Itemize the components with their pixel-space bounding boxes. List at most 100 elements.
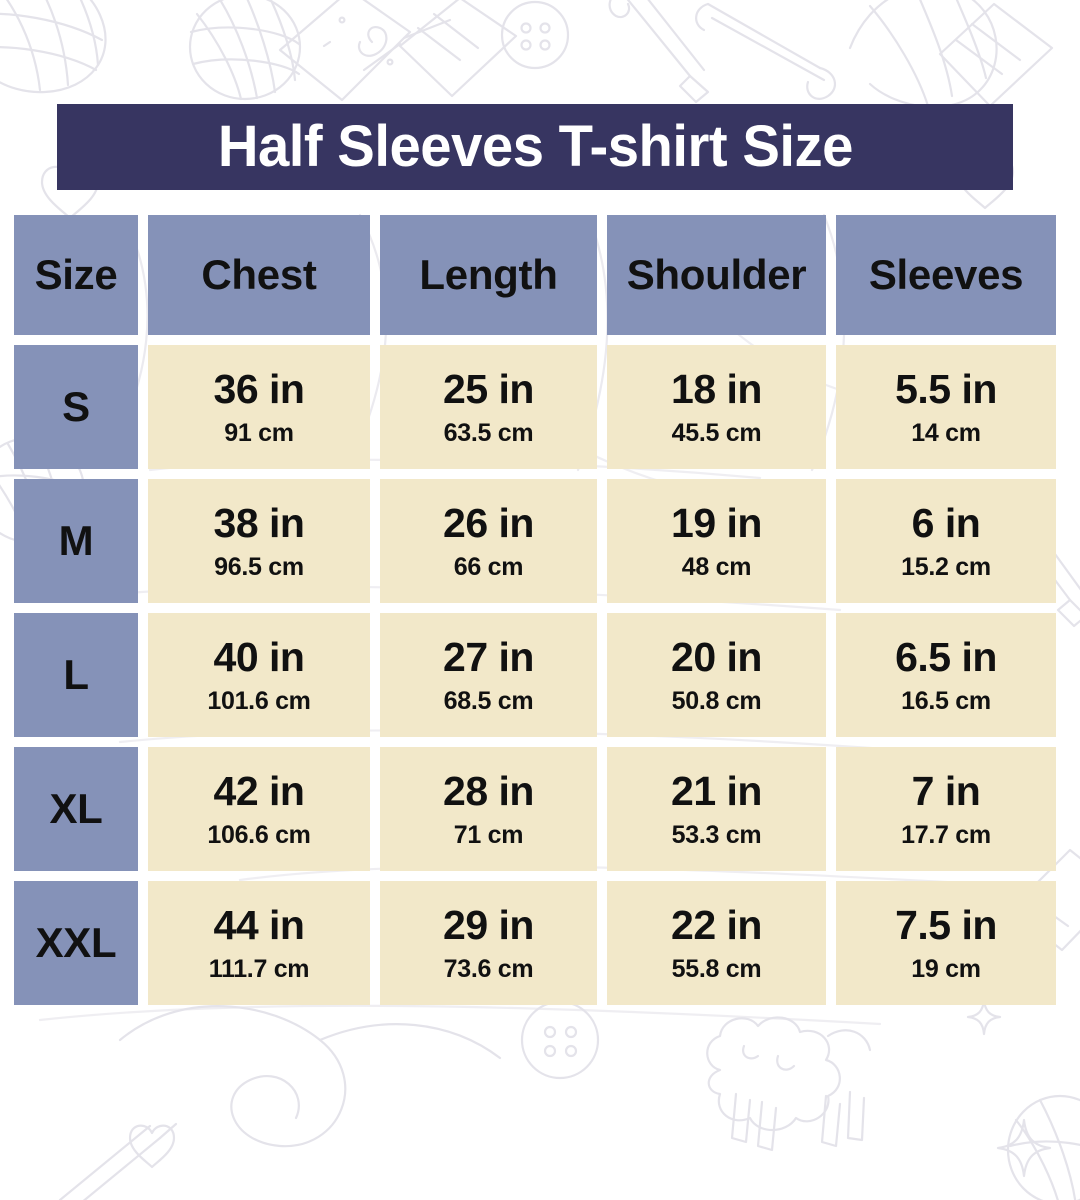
value-centimeters: 106.6 cm	[207, 820, 311, 849]
value-inches: 29 in	[443, 901, 534, 948]
value-centimeters: 16.5 cm	[901, 686, 991, 715]
cell-length: 25 in 63.5 cm	[380, 345, 597, 469]
value-centimeters: 71 cm	[453, 820, 524, 849]
value-centimeters: 63.5 cm	[443, 418, 534, 447]
safety-pin-icon	[695, 2, 837, 100]
cell-sleeves: 7 in 17.7 cm	[836, 747, 1056, 871]
table-header-row: Size Chest Length Shoulder Sleeves	[14, 215, 1066, 335]
value-inches: 28 in	[443, 767, 534, 814]
yarn-ball-icon	[1006, 1094, 1080, 1200]
cell-length: 29 in 73.6 cm	[380, 881, 597, 1005]
table-row: S 36 in 91 cm 25 in 63.5 cm 18 in 45.5 c…	[14, 345, 1066, 469]
cell-sleeves: 6 in 15.2 cm	[836, 479, 1056, 603]
cell-chest: 38 in 96.5 cm	[148, 479, 370, 603]
value-centimeters: 91 cm	[224, 418, 294, 447]
value-centimeters: 101.6 cm	[207, 686, 311, 715]
cell-chest: 40 in 101.6 cm	[148, 613, 370, 737]
table-row: M 38 in 96.5 cm 26 in 66 cm 19 in 48 cm …	[14, 479, 1066, 603]
value-centimeters: 15.2 cm	[901, 552, 991, 581]
column-header-shoulder: Shoulder	[607, 215, 826, 335]
value-inches: 6.5 in	[895, 633, 997, 680]
cell-sleeves: 6.5 in 16.5 cm	[836, 613, 1056, 737]
knitting-needles-icon	[278, 0, 452, 102]
column-header-label: Sleeves	[868, 251, 1024, 298]
button-icon	[500, 0, 570, 70]
value-inches: 36 in	[213, 365, 305, 412]
value-inches: 22 in	[671, 901, 762, 948]
size-label: XL	[49, 785, 103, 832]
cell-length: 27 in 68.5 cm	[380, 613, 597, 737]
sparkle-icon	[996, 1118, 1052, 1178]
value-centimeters: 53.3 cm	[671, 820, 762, 849]
cell-chest: 42 in 106.6 cm	[148, 747, 370, 871]
cell-chest: 44 in 111.7 cm	[148, 881, 370, 1005]
column-header-size: Size	[14, 215, 138, 335]
value-inches: 21 in	[671, 767, 762, 814]
value-inches: 6 in	[911, 499, 981, 546]
value-inches: 7.5 in	[895, 901, 997, 948]
sparkle-icon	[966, 998, 1002, 1036]
value-centimeters: 17.7 cm	[901, 820, 991, 849]
row-size-label-cell: L	[14, 613, 138, 737]
value-centimeters: 45.5 cm	[671, 418, 762, 447]
cell-shoulder: 20 in 50.8 cm	[607, 613, 826, 737]
column-header-length: Length	[380, 215, 597, 335]
value-inches: 18 in	[671, 365, 762, 412]
value-inches: 20 in	[671, 633, 762, 680]
value-inches: 40 in	[213, 633, 305, 680]
table-row: XL 42 in 106.6 cm 28 in 71 cm 21 in 53.3…	[14, 747, 1066, 871]
column-header-label: Size	[34, 251, 118, 298]
cell-shoulder: 18 in 45.5 cm	[607, 345, 826, 469]
row-size-label-cell: M	[14, 479, 138, 603]
value-centimeters: 68.5 cm	[443, 686, 534, 715]
cell-shoulder: 22 in 55.8 cm	[607, 881, 826, 1005]
crochet-hook-icon	[58, 1122, 178, 1200]
row-size-label-cell: XL	[14, 747, 138, 871]
column-header-label: Chest	[201, 251, 317, 298]
size-label: L	[63, 651, 89, 698]
cell-sleeves: 5.5 in 14 cm	[836, 345, 1056, 469]
value-centimeters: 111.7 cm	[208, 954, 310, 983]
knitting-needles-icon	[938, 2, 1054, 108]
cell-chest: 36 in 91 cm	[148, 345, 370, 469]
table-row: XXL 44 in 111.7 cm 29 in 73.6 cm 22 in 5…	[14, 881, 1066, 1005]
yarn-ball-icon	[0, 0, 107, 94]
value-inches: 38 in	[213, 499, 305, 546]
value-inches: 7 in	[911, 767, 981, 814]
value-centimeters: 50.8 cm	[671, 686, 762, 715]
size-label: S	[62, 383, 90, 430]
cell-shoulder: 21 in 53.3 cm	[607, 747, 826, 871]
thread-spool-icon	[848, 0, 998, 109]
size-label: XXL	[35, 919, 117, 966]
column-header-chest: Chest	[148, 215, 370, 335]
column-header-label: Shoulder	[626, 251, 807, 298]
column-header-sleeves: Sleeves	[836, 215, 1056, 335]
value-inches: 26 in	[443, 499, 534, 546]
value-centimeters: 55.8 cm	[671, 954, 762, 983]
cell-sleeves: 7.5 in 19 cm	[836, 881, 1056, 1005]
button-icon	[520, 1000, 600, 1080]
value-centimeters: 66 cm	[453, 552, 524, 581]
yarn-ball-icon	[188, 0, 302, 101]
thread-spool-icon	[118, 1005, 502, 1148]
chart-title-bar: Half Sleeves T-shirt Size	[57, 104, 1013, 190]
cell-length: 26 in 66 cm	[380, 479, 597, 603]
sheep-icon	[706, 1016, 872, 1152]
value-inches: 42 in	[213, 767, 305, 814]
value-centimeters: 96.5 cm	[214, 552, 304, 581]
row-size-label-cell: XXL	[14, 881, 138, 1005]
heart-icon	[128, 1124, 176, 1169]
size-label: M	[58, 517, 94, 564]
page-title: Half Sleeves T-shirt Size	[217, 114, 853, 179]
value-centimeters: 14 cm	[911, 418, 981, 447]
value-centimeters: 19 cm	[911, 954, 981, 983]
value-inches: 27 in	[443, 633, 534, 680]
column-header-label: Length	[419, 251, 558, 298]
value-inches: 5.5 in	[895, 365, 997, 412]
value-inches: 44 in	[213, 901, 305, 948]
value-inches: 25 in	[443, 365, 534, 412]
crochet-hook-icon	[608, 0, 710, 104]
cell-shoulder: 19 in 48 cm	[607, 479, 826, 603]
value-centimeters: 48 cm	[681, 552, 752, 581]
